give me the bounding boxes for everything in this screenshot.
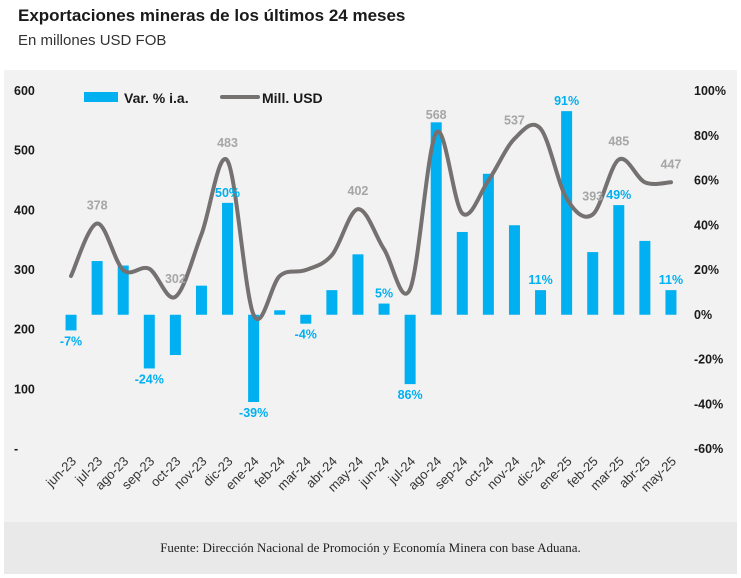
bar-value-label: 11% [659, 273, 683, 287]
right-axis-tick: 40% [694, 218, 719, 232]
left-y-axis: - 100 200 300 400 500 600 [14, 84, 35, 456]
left-axis-tick: - [14, 442, 18, 456]
line-series [69, 122, 673, 321]
line-data-labels: 378 302 483 402 568 537 393 485 447 [87, 108, 682, 286]
chart-panel: - 100 200 300 400 500 600 -60% -40% -20% 0% 20% 40%… [4, 70, 737, 522]
bar-may-24 [352, 254, 364, 315]
source-note: Fuente: Dirección Nacional de Promoción … [160, 540, 581, 555]
bar-mar-25 [613, 205, 625, 315]
right-axis-tick: -60% [694, 442, 723, 456]
left-axis-tick: 600 [14, 84, 35, 98]
legend-line-label: Mill. USD [262, 90, 323, 106]
bar-value-label: 50% [215, 186, 240, 200]
bar-feb-24 [274, 310, 286, 315]
bar-nov-24 [508, 225, 520, 315]
right-axis-tick: -40% [694, 397, 723, 411]
line-value-label: 568 [426, 108, 447, 122]
bar-value-label: 49% [606, 188, 631, 202]
bar-value-label: 11% [528, 273, 552, 287]
line-value-label: 402 [348, 184, 369, 198]
line-value-label: 447 [661, 157, 682, 171]
right-y-axis: -60% -40% -20% 0% 20% 40% 60% 80% 100% [694, 84, 726, 456]
bar-abr-25 [639, 240, 651, 315]
bar-jul-24 [404, 314, 416, 385]
bar-abr-24 [326, 290, 338, 315]
bar-oct-23 [169, 314, 181, 356]
x-axis: jun-23jul-23ago-23sep-23oct-23nov-23dic-… [42, 454, 679, 495]
bar-oct-24 [482, 173, 494, 315]
legend-bar-label: Var. % i.a. [124, 90, 189, 106]
left-axis-tick: 400 [14, 203, 35, 217]
right-axis-tick: -20% [694, 353, 723, 367]
chart-title: Exportaciones mineras de los últimos 24 … [18, 6, 406, 25]
bar-ago-24 [430, 122, 442, 315]
right-axis-tick: 100% [694, 84, 726, 98]
right-axis-tick: 20% [694, 263, 719, 277]
bar-jun-23 [65, 314, 77, 331]
bar-sep-24 [456, 231, 468, 315]
left-axis-tick: 500 [14, 144, 35, 158]
bar-feb-25 [587, 252, 599, 315]
bar-ago-23 [117, 265, 129, 315]
left-axis-tick: 100 [14, 382, 35, 396]
bar-jul-23 [91, 261, 103, 315]
right-axis-tick: 60% [694, 174, 719, 188]
bar-ene-25 [561, 111, 573, 315]
line-value-label: 302 [165, 272, 186, 286]
legend: Var. % i.a. Mill. USD [84, 90, 323, 106]
left-axis-tick: 200 [14, 323, 35, 337]
legend-bar-swatch [84, 92, 118, 102]
bar-jun-24 [378, 303, 390, 315]
line-value-label: 378 [87, 198, 108, 212]
bar-value-label: -39% [239, 406, 268, 420]
line-value-label: 393 [582, 190, 603, 204]
bar-nov-23 [195, 285, 207, 315]
bar-ene-24 [248, 314, 260, 403]
chart-svg: - 100 200 300 400 500 600 -60% -40% -20% 0% 20% 40%… [14, 84, 726, 495]
bar-value-label: 5% [375, 287, 393, 301]
bar-value-label: -24% [135, 372, 164, 386]
source-bar: Fuente: Dirección Nacional de Promoción … [4, 522, 737, 574]
bar-sep-23 [143, 314, 155, 369]
bar-value-label: 91% [554, 94, 579, 108]
bar-data-labels: -7% -24% 50% -39% -4% 5% 86% 11% 91% 49% 11% [60, 94, 683, 420]
right-axis-tick: 80% [694, 129, 719, 143]
bar-dic-24 [535, 290, 547, 315]
mill-usd-line [69, 122, 673, 321]
x-tick-label: jun-23 [42, 454, 79, 491]
left-axis-tick: 300 [14, 263, 35, 277]
bar-value-label: -4% [295, 328, 317, 342]
bar-may-25 [665, 290, 677, 315]
line-value-label: 537 [504, 114, 525, 128]
bar-series [65, 111, 677, 403]
bar-dic-23 [222, 202, 234, 315]
right-axis-tick: 0% [694, 308, 712, 322]
bar-mar-24 [300, 314, 312, 324]
line-value-label: 483 [217, 136, 238, 150]
bar-value-label: -7% [60, 334, 82, 348]
line-value-label: 485 [608, 135, 629, 149]
bar-value-label: 86% [398, 388, 423, 402]
chart-subtitle: En millones USD FOB [18, 32, 167, 49]
